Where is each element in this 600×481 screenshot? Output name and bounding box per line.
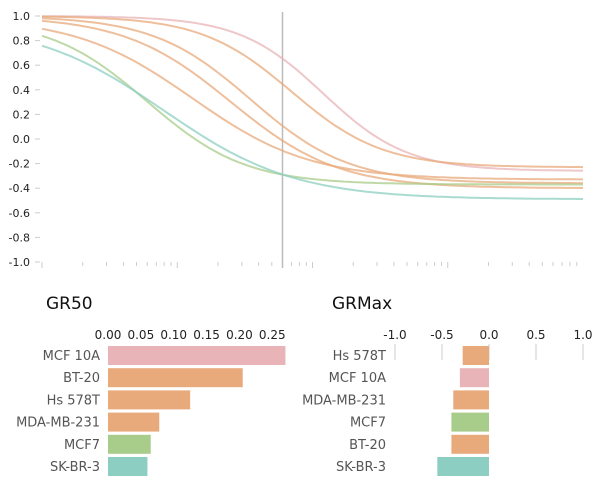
grmax-bar	[451, 434, 489, 454]
grmax-bar	[451, 412, 489, 432]
gr50-x-tick-label: 0.10	[160, 328, 187, 342]
gr50-bar-label: MCF 10A	[43, 349, 100, 364]
gr50-bar	[108, 390, 191, 410]
grmax-title: GRMax	[332, 294, 392, 314]
grmax-bar-label: MDA-MB-231	[302, 393, 386, 408]
gr50-x-tick-label: 0.25	[259, 328, 286, 342]
y-tick-label: -0.6	[9, 207, 30, 220]
grmax-bar-label: MCF7	[350, 416, 386, 431]
curve-series-0	[42, 15, 584, 172]
gr50-bar	[108, 346, 286, 365]
gr50-x-tick-label: 0.00	[95, 328, 122, 342]
grmax-bar	[437, 457, 489, 476]
y-tick-label: -1.0	[9, 256, 30, 269]
curve-series-1	[41, 15, 584, 169]
curve-series-3	[41, 19, 584, 189]
gr50-x-tick-label: 0.05	[127, 328, 154, 342]
gr50-x-tick-label: 0.15	[193, 328, 220, 342]
y-tick-label: 0.0	[13, 133, 31, 146]
curve-series-4	[41, 27, 583, 181]
gr50-title: GR50	[46, 294, 93, 314]
gr50-bar-label: BT-20	[63, 371, 100, 386]
y-tick-label: 1.0	[13, 10, 31, 23]
y-tick-label: -0.4	[9, 182, 30, 195]
grmax-bar-label: Hs 578T	[333, 349, 386, 364]
gr50-bar	[108, 368, 243, 388]
gr50-bar	[108, 457, 148, 476]
grmax-x-tick-label: 0.5	[526, 328, 545, 342]
grmax-x-tick-label: -1.0	[383, 328, 406, 342]
gr50-bar	[108, 434, 151, 454]
grmax-bar	[459, 368, 489, 388]
grmax-x-tick-label: -0.5	[430, 328, 453, 342]
y-tick-label: 0.4	[13, 84, 31, 97]
gr50-bar-label: MDA-MB-231	[16, 416, 100, 431]
y-tick-label: 0.6	[13, 59, 31, 72]
grmax-bar-label: MCF 10A	[329, 371, 386, 386]
grmax-bar	[462, 346, 489, 365]
y-tick-label: -0.8	[9, 231, 30, 244]
grmax-bar-label: SK-BR-3	[336, 460, 386, 475]
gr50-bar-label: Hs 578T	[47, 393, 100, 408]
gr50-bar-label: MCF7	[64, 438, 100, 453]
y-tick-label: 0.2	[13, 108, 31, 121]
gr50-bar	[108, 412, 160, 432]
grmax-bar-label: BT-20	[349, 438, 386, 453]
gr50-x-tick-label: 0.20	[226, 328, 253, 342]
grmax-x-tick-label: 1.0	[573, 328, 592, 342]
gr50-bar-label: SK-BR-3	[50, 460, 100, 475]
y-tick-label: -0.2	[9, 158, 30, 171]
curve-series-2	[41, 17, 583, 185]
y-tick-label: 0.8	[13, 35, 31, 48]
curve-series-6	[41, 44, 583, 200]
grmax-x-tick-label: 0.0	[479, 328, 498, 342]
grmax-bar	[453, 390, 489, 410]
